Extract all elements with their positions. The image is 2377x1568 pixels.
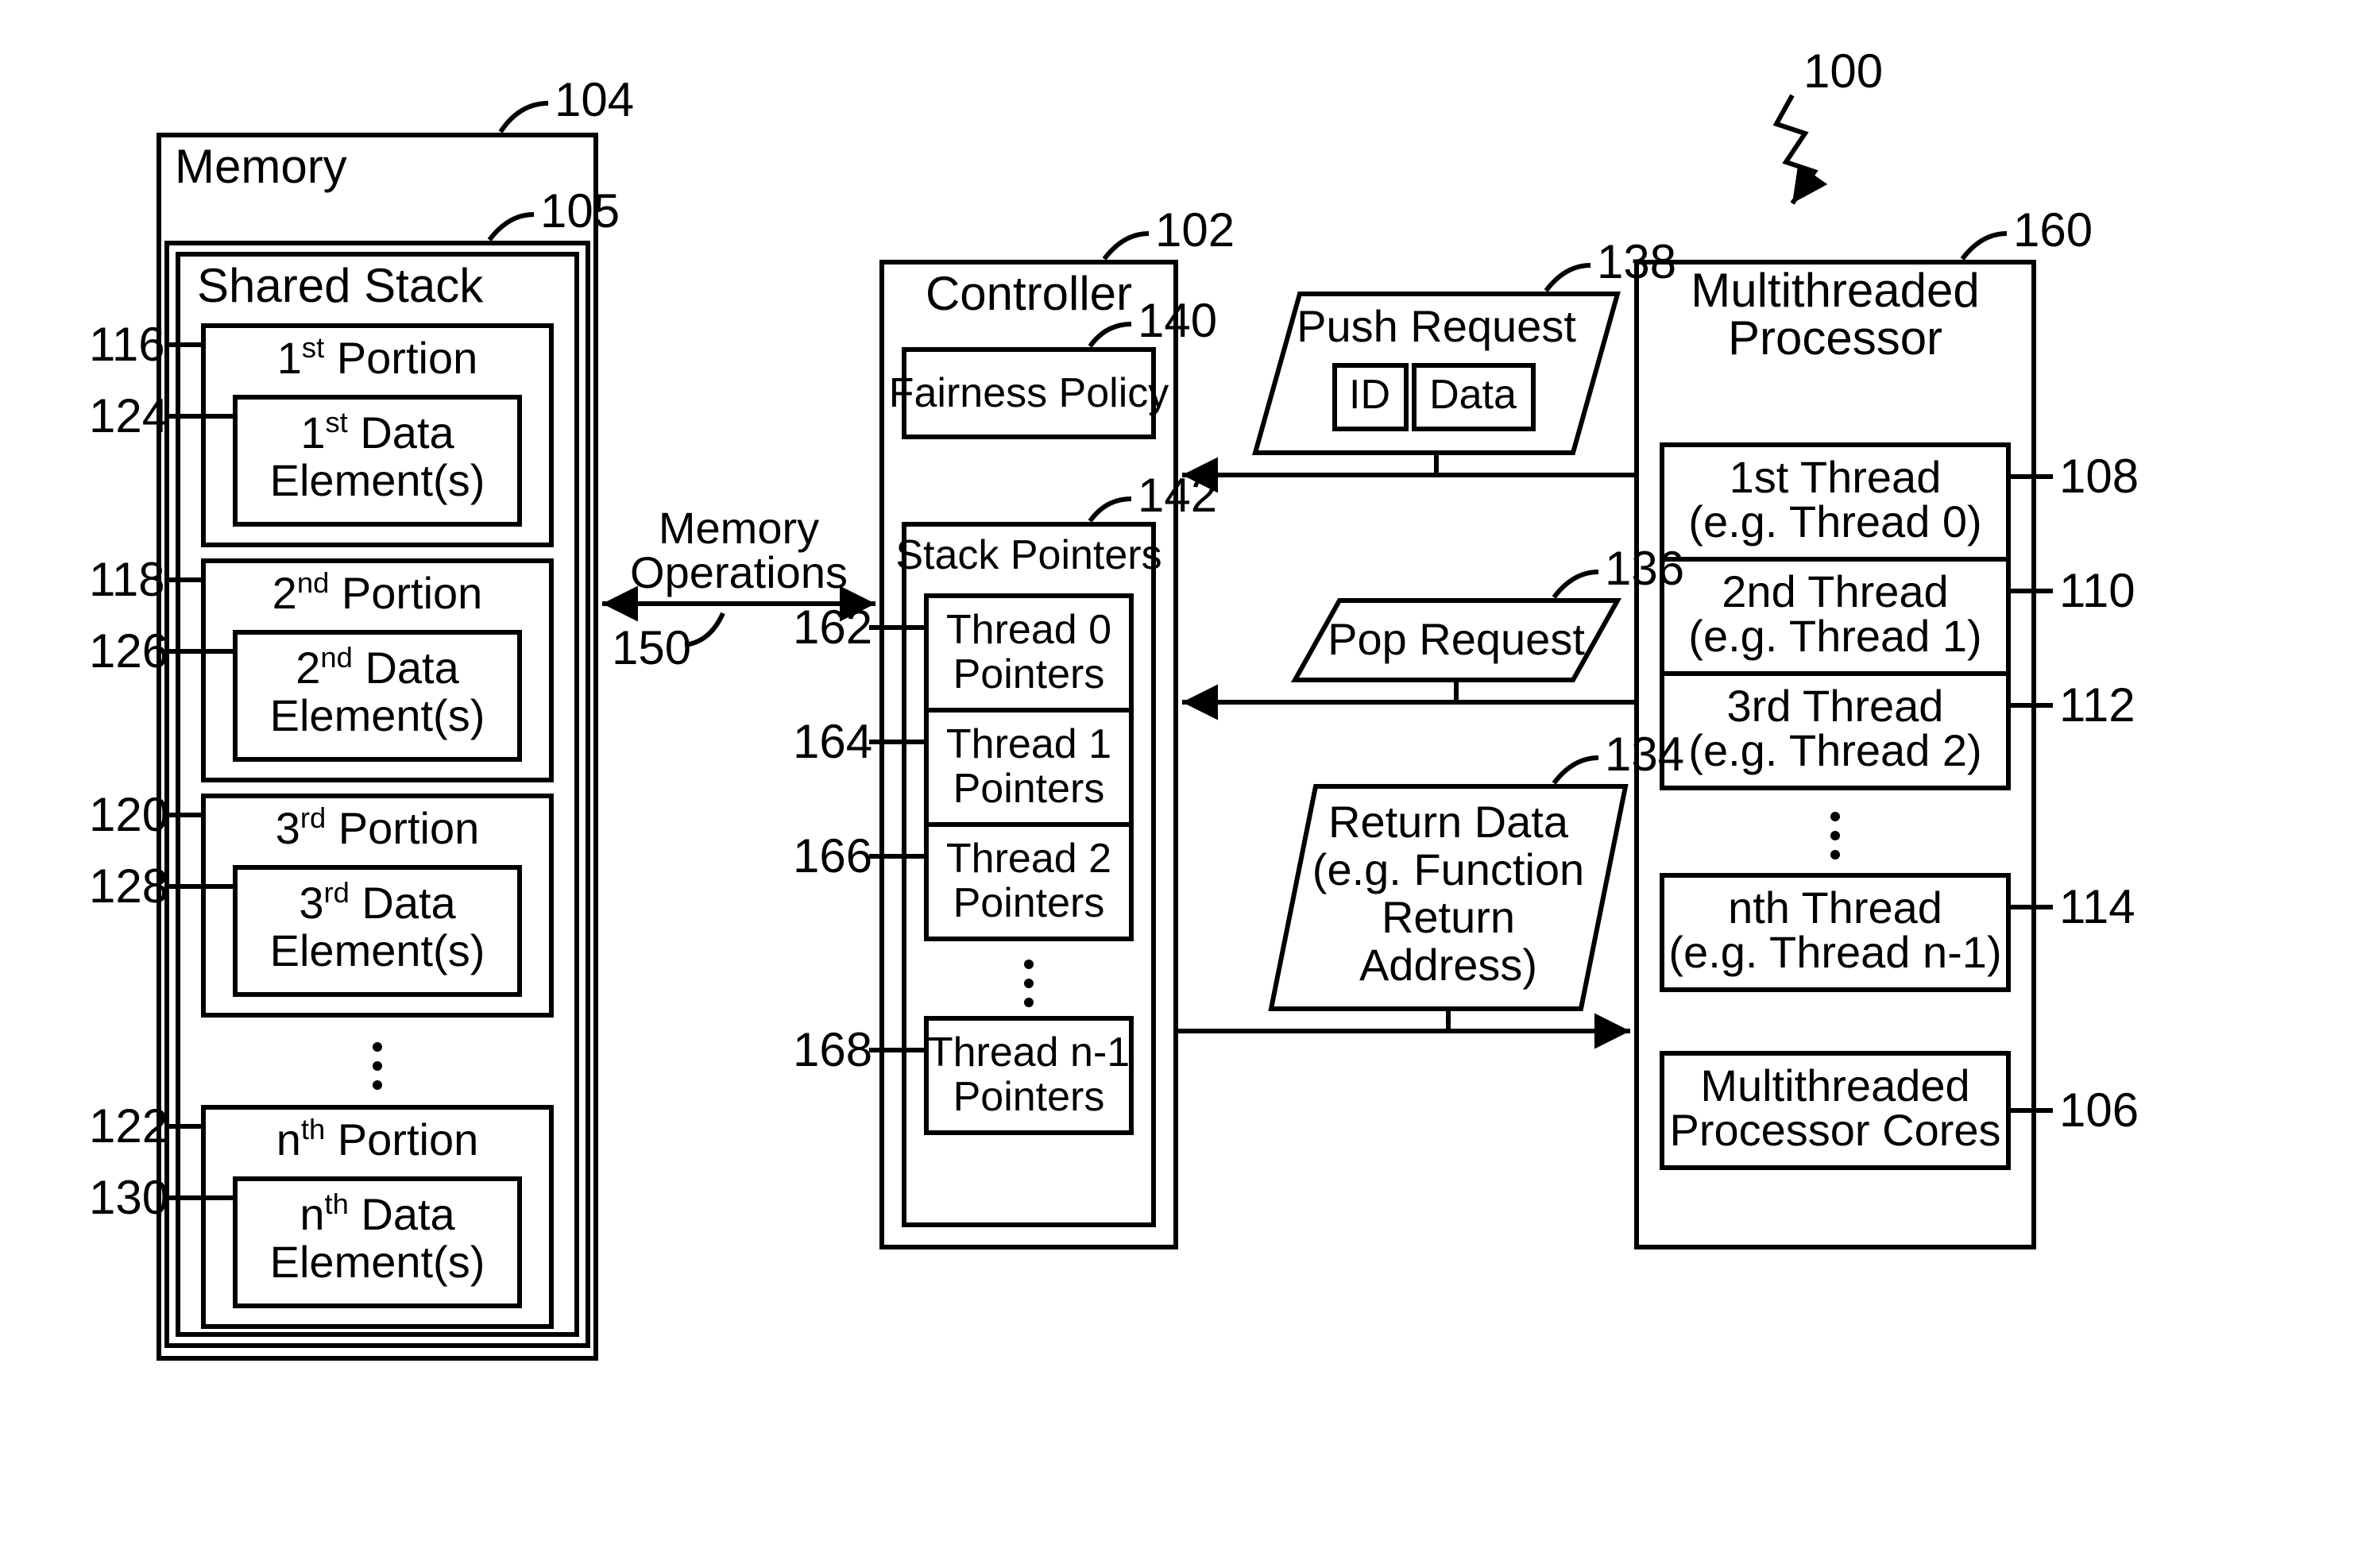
svg-text:(e.g. Thread 2): (e.g. Thread 2): [1688, 725, 1981, 775]
svg-text:Thread 1: Thread 1: [946, 721, 1111, 767]
svg-text:Pointers: Pointers: [953, 766, 1105, 812]
svg-text:162: 162: [793, 601, 872, 654]
svg-text:105: 105: [540, 184, 620, 238]
svg-text:136: 136: [1605, 542, 1684, 595]
svg-text:nth Portion: nth Portion: [276, 1113, 479, 1164]
svg-text:Pointers: Pointers: [953, 651, 1105, 697]
svg-text:138: 138: [1597, 235, 1676, 288]
svg-text:Shared Stack: Shared Stack: [197, 259, 484, 312]
svg-text:1st Portion: 1st Portion: [277, 331, 477, 383]
svg-text:134: 134: [1605, 728, 1684, 781]
svg-text:Multithreaded: Multithreaded: [1700, 1060, 1969, 1110]
svg-text:106: 106: [2059, 1083, 2139, 1137]
svg-text:112: 112: [2059, 678, 2135, 732]
svg-text:Element(s): Element(s): [270, 925, 485, 975]
svg-text:124: 124: [89, 389, 168, 442]
svg-text:Thread 0: Thread 0: [946, 607, 1111, 653]
svg-text:(e.g. Function: (e.g. Function: [1312, 844, 1584, 894]
svg-text:nth Data: nth Data: [300, 1188, 455, 1239]
svg-text:Stack Pointers: Stack Pointers: [895, 532, 1161, 578]
svg-text:Memory: Memory: [659, 503, 819, 553]
svg-text:(e.g. Thread n-1): (e.g. Thread n-1): [1668, 927, 2001, 977]
svg-text:2nd Thread: 2nd Thread: [1722, 566, 1948, 616]
svg-text:(e.g. Thread 1): (e.g. Thread 1): [1688, 611, 1981, 661]
svg-text:116: 116: [89, 318, 165, 371]
svg-text:Processor Cores: Processor Cores: [1669, 1105, 2000, 1155]
svg-text:164: 164: [793, 715, 872, 768]
svg-text:168: 168: [793, 1023, 872, 1076]
svg-text:Address): Address): [1359, 940, 1537, 990]
svg-text:nth Thread: nth Thread: [1728, 882, 1942, 933]
svg-text:160: 160: [2013, 203, 2093, 257]
svg-text:Element(s): Element(s): [270, 690, 485, 740]
svg-text:2nd Data: 2nd Data: [296, 641, 459, 693]
svg-text:166: 166: [793, 829, 872, 882]
svg-text:122: 122: [89, 1099, 168, 1153]
svg-text:128: 128: [89, 859, 168, 913]
svg-text:Element(s): Element(s): [270, 1237, 485, 1287]
svg-text:118: 118: [89, 553, 165, 606]
svg-text:2nd Portion: 2nd Portion: [272, 566, 483, 618]
svg-text:3rd Data: 3rd Data: [299, 876, 456, 928]
svg-text:102: 102: [1155, 203, 1235, 257]
svg-text:Thread 2: Thread 2: [946, 836, 1111, 882]
svg-text:Return: Return: [1382, 892, 1515, 942]
svg-text:Pointers: Pointers: [953, 880, 1105, 926]
svg-text:Multithreaded: Multithreaded: [1691, 264, 1980, 317]
svg-text:Data: Data: [1429, 372, 1517, 418]
svg-text:(e.g. Thread 0): (e.g. Thread 0): [1688, 496, 1981, 546]
svg-text:Operations: Operations: [630, 547, 848, 597]
svg-text:126: 126: [89, 624, 168, 678]
svg-text:1st Data: 1st Data: [300, 406, 454, 458]
svg-text:108: 108: [2059, 450, 2139, 503]
svg-text:Memory: Memory: [175, 140, 347, 193]
svg-text:3rd Thread: 3rd Thread: [1727, 681, 1944, 731]
svg-text:Push Request: Push Request: [1297, 301, 1576, 351]
svg-text:120: 120: [89, 788, 168, 841]
svg-text:100: 100: [1803, 44, 1883, 98]
svg-text:Fairness Policy: Fairness Policy: [889, 370, 1169, 416]
svg-text:114: 114: [2059, 880, 2135, 933]
svg-text:Pop Request: Pop Request: [1328, 614, 1585, 664]
svg-text:Element(s): Element(s): [270, 455, 485, 505]
svg-text:ID: ID: [1349, 372, 1390, 418]
svg-text:130: 130: [89, 1171, 168, 1224]
svg-text:104: 104: [555, 73, 634, 126]
svg-text:Processor: Processor: [1728, 311, 1942, 365]
svg-text:150: 150: [612, 621, 691, 674]
svg-text:3rd Portion: 3rd Portion: [276, 801, 480, 853]
svg-text:110: 110: [2059, 564, 2135, 617]
svg-text:1st Thread: 1st Thread: [1730, 452, 1942, 502]
svg-text:Pointers: Pointers: [953, 1074, 1105, 1120]
svg-text:140: 140: [1138, 294, 1217, 347]
svg-text:Thread n-1: Thread n-1: [928, 1029, 1130, 1076]
svg-text:Return Data: Return Data: [1328, 797, 1569, 847]
svg-text:Controller: Controller: [926, 267, 1132, 320]
